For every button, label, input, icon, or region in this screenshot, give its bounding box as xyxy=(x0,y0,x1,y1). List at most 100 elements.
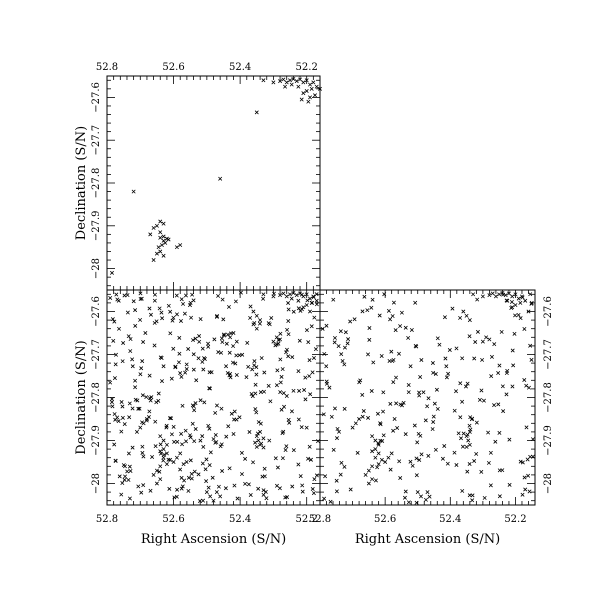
data-point xyxy=(115,297,120,302)
data-point xyxy=(352,317,357,322)
data-point xyxy=(302,388,307,392)
data-point xyxy=(475,329,480,334)
data-point xyxy=(112,376,117,381)
data-point xyxy=(373,455,378,460)
y-tick-label: −28 xyxy=(91,258,102,279)
data-point xyxy=(367,337,372,342)
data-points xyxy=(110,77,322,275)
data-point xyxy=(419,494,423,499)
data-point xyxy=(433,371,438,376)
data-point xyxy=(260,474,265,479)
data-point xyxy=(158,464,163,469)
data-point xyxy=(179,297,184,302)
data-point xyxy=(148,232,153,237)
data-point xyxy=(489,354,494,359)
data-point xyxy=(196,356,201,361)
data-point xyxy=(208,494,213,499)
data-point xyxy=(493,439,498,444)
data-point xyxy=(175,439,180,444)
data-point xyxy=(120,359,125,364)
data-point xyxy=(184,362,189,367)
data-point xyxy=(216,350,221,355)
data-point xyxy=(153,419,158,424)
data-point xyxy=(458,415,463,420)
data-point xyxy=(204,490,209,495)
x-tick-label: 52.4 xyxy=(229,514,251,525)
data-point xyxy=(497,468,502,473)
data-point xyxy=(406,382,411,387)
data-point xyxy=(252,363,257,368)
data-point xyxy=(470,493,475,498)
data-point xyxy=(345,341,350,346)
data-point xyxy=(174,494,179,499)
data-point xyxy=(126,334,131,339)
data-point xyxy=(200,461,205,466)
data-point xyxy=(126,451,131,456)
data-point xyxy=(520,460,525,465)
data-point xyxy=(398,476,403,480)
data-point xyxy=(435,336,440,341)
y-tick-label: −27.7 xyxy=(91,339,102,370)
data-point xyxy=(228,375,233,380)
data-point xyxy=(161,234,166,239)
data-point xyxy=(434,387,439,392)
data-point xyxy=(128,337,133,342)
data-point xyxy=(139,490,144,495)
data-point xyxy=(256,438,261,443)
data-point xyxy=(435,406,440,411)
data-point xyxy=(230,360,235,365)
data-point xyxy=(285,495,290,500)
data-point xyxy=(312,315,317,320)
data-point xyxy=(452,450,457,455)
data-point xyxy=(220,297,225,302)
data-point xyxy=(399,310,404,315)
data-point xyxy=(388,317,393,322)
data-point xyxy=(119,429,124,434)
data-point xyxy=(390,314,395,319)
data-point xyxy=(206,423,211,428)
data-point xyxy=(133,378,138,383)
data-point xyxy=(303,375,308,380)
data-point xyxy=(206,341,211,346)
data-point xyxy=(291,77,296,81)
data-point xyxy=(348,319,353,324)
data-point xyxy=(304,328,309,333)
data-point xyxy=(160,316,165,321)
data-point xyxy=(254,326,259,331)
data-point xyxy=(284,294,289,299)
data-point xyxy=(112,412,117,417)
data-point xyxy=(379,353,384,358)
data-point xyxy=(178,243,183,248)
data-point xyxy=(417,390,422,395)
data-point xyxy=(269,315,274,320)
data-point xyxy=(161,364,166,369)
data-point xyxy=(248,315,253,320)
x-tick-label: 52.8 xyxy=(96,514,118,525)
data-point xyxy=(229,411,234,416)
data-point xyxy=(125,310,130,315)
data-point xyxy=(284,394,289,399)
data-point xyxy=(198,438,203,443)
data-point xyxy=(496,402,501,407)
data-point xyxy=(122,477,127,482)
data-point xyxy=(117,326,121,331)
data-point xyxy=(191,338,195,343)
data-point xyxy=(355,450,360,455)
data-point xyxy=(190,421,195,426)
data-point xyxy=(461,309,466,314)
data-point xyxy=(183,370,188,375)
data-point xyxy=(151,258,156,263)
data-point xyxy=(376,441,381,446)
data-point xyxy=(174,312,179,317)
data-point xyxy=(362,294,367,299)
data-point xyxy=(311,355,316,360)
data-point xyxy=(307,444,312,449)
data-point xyxy=(334,489,339,494)
data-point xyxy=(465,381,470,386)
data-point xyxy=(248,304,253,309)
data-point xyxy=(415,440,420,445)
data-point xyxy=(308,82,312,87)
data-point xyxy=(468,427,473,432)
data-point xyxy=(251,460,256,465)
data-point xyxy=(161,458,166,463)
